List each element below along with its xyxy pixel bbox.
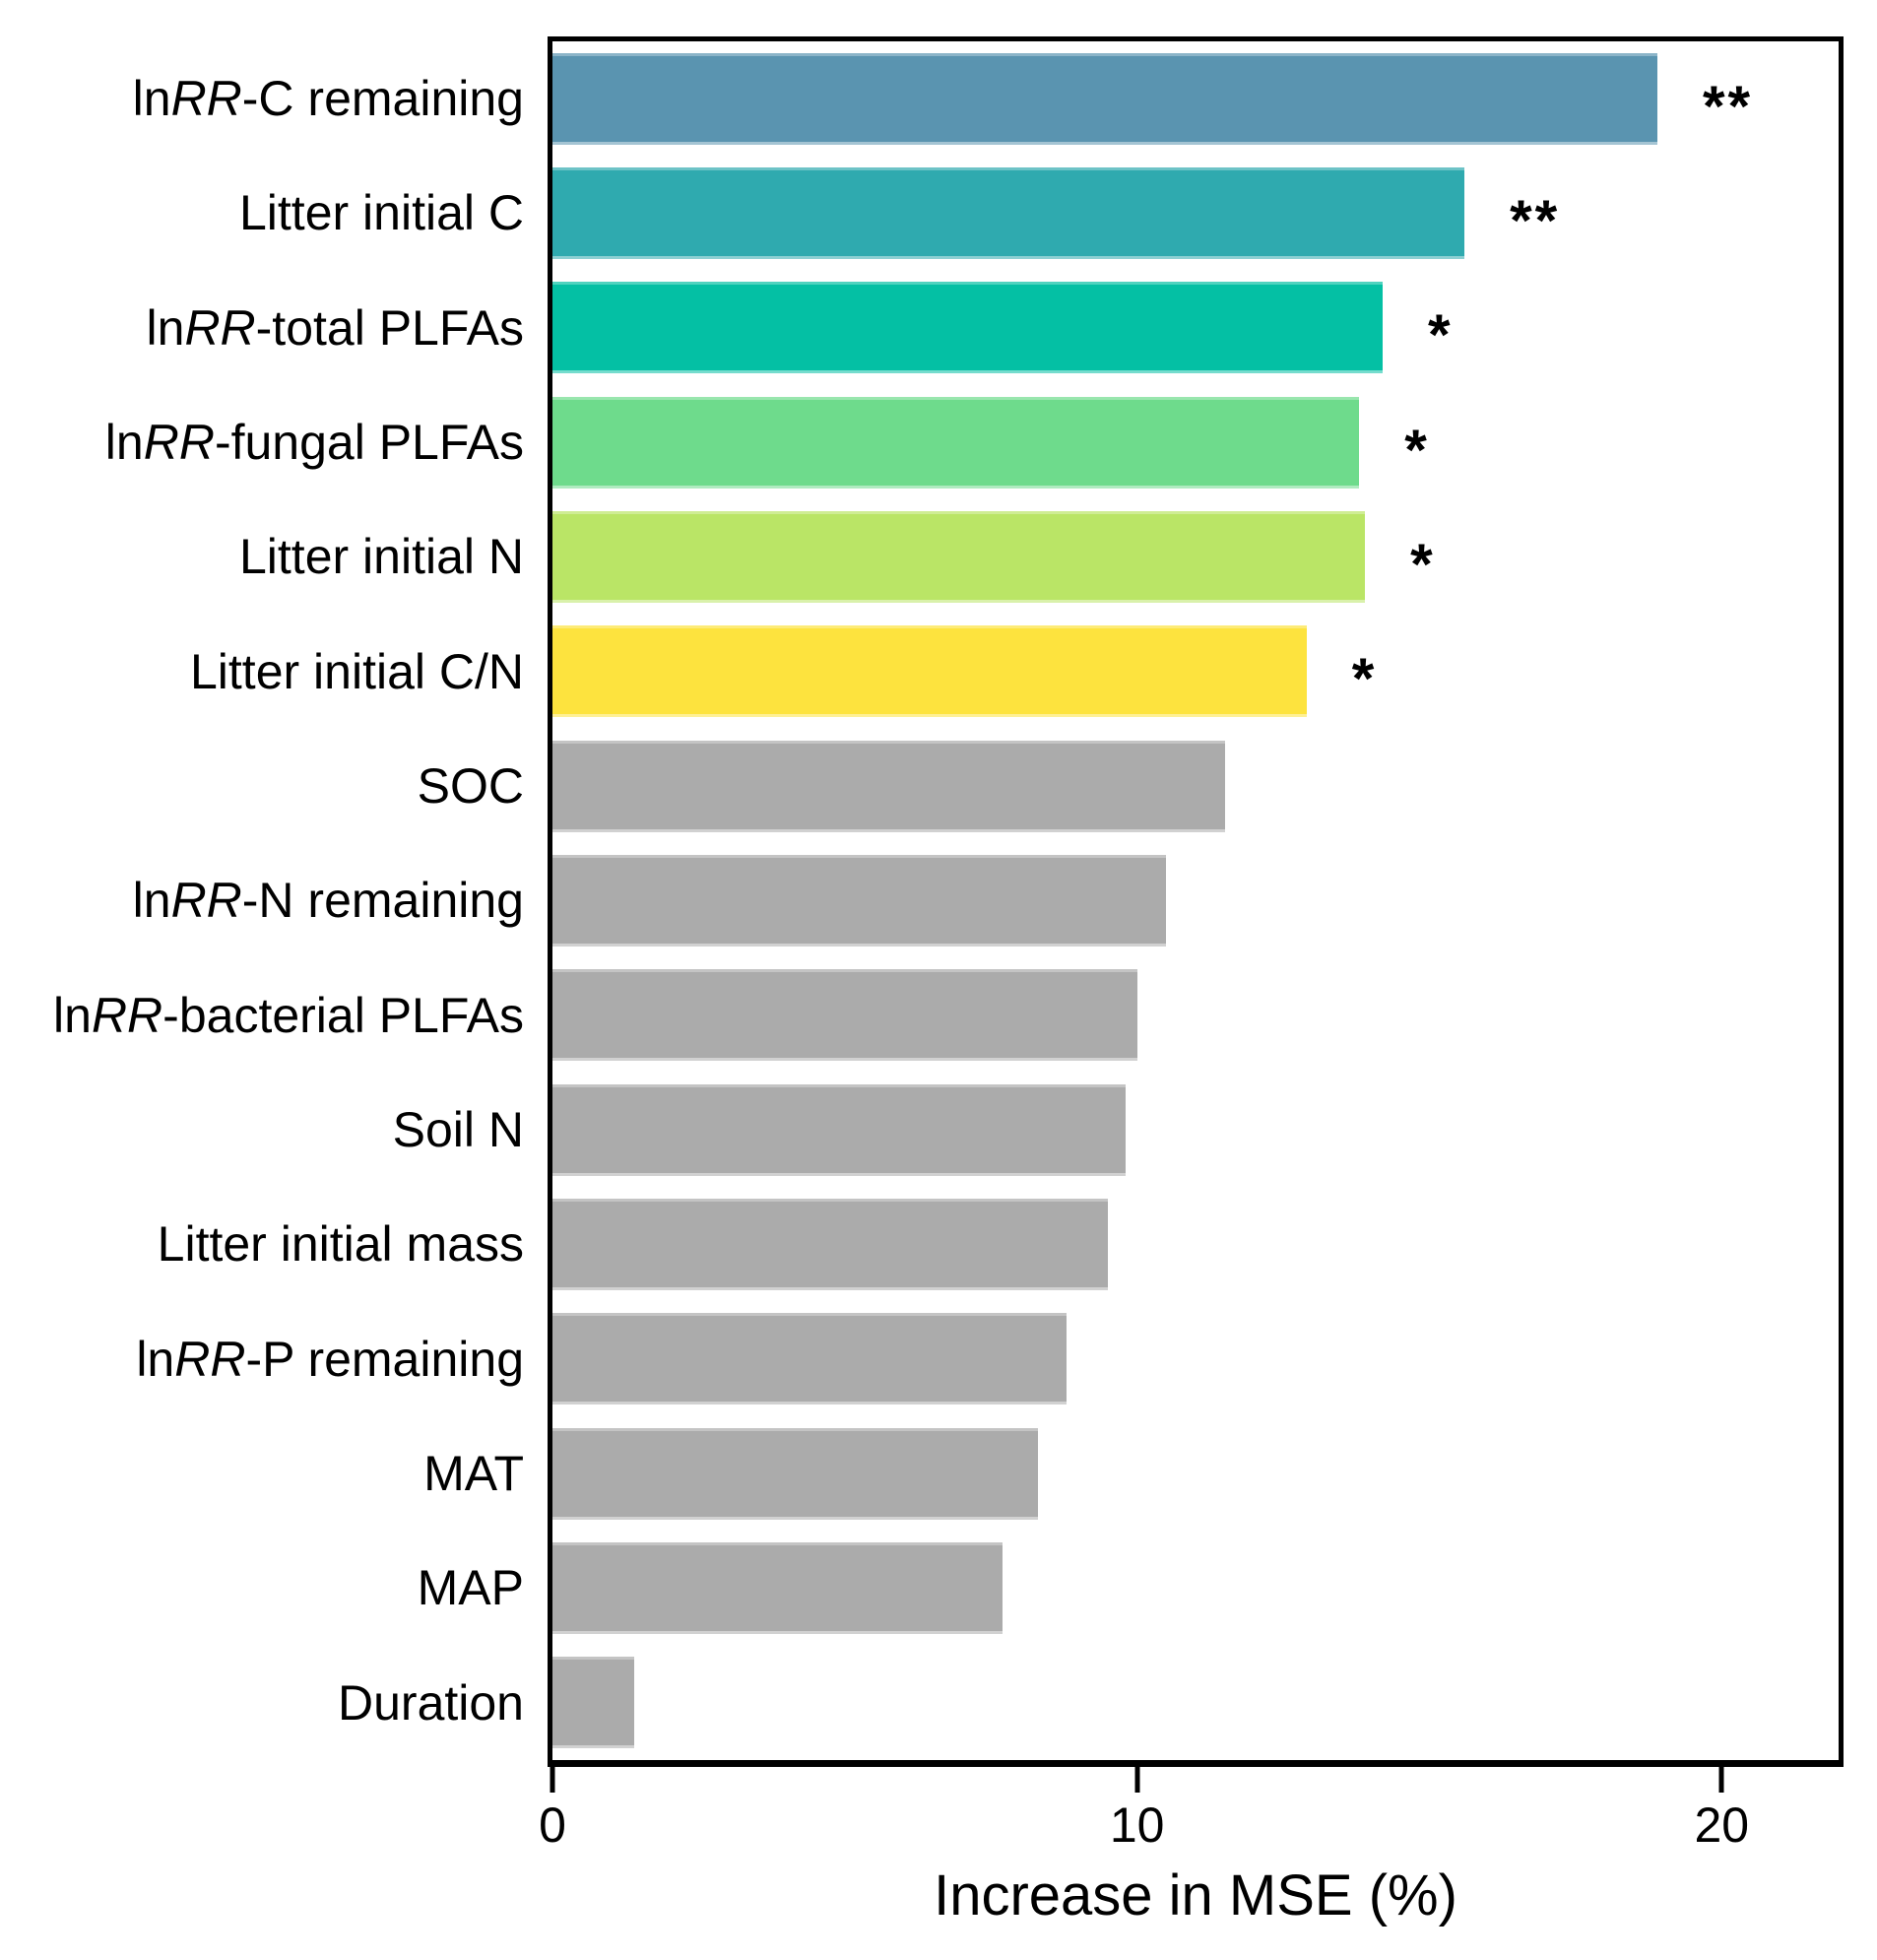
y-axis-label: ln RR -total PLFAs bbox=[146, 299, 524, 356]
bar-row: ** bbox=[552, 41, 1839, 156]
x-tick-label: 20 bbox=[1694, 1797, 1750, 1853]
x-tick-mark bbox=[550, 1767, 555, 1793]
bar bbox=[552, 396, 1360, 489]
bar-row bbox=[552, 1187, 1839, 1301]
significance-marker: ** bbox=[1510, 188, 1561, 253]
bar-row bbox=[552, 1416, 1839, 1531]
significance-marker: * bbox=[1351, 647, 1378, 712]
y-axis-label: MAT bbox=[423, 1446, 524, 1502]
significance-marker: * bbox=[1410, 532, 1436, 597]
y-axis-label: ln RR -fungal PLFAs bbox=[104, 415, 524, 471]
y-axis-label: ln RR -C remaining bbox=[132, 71, 524, 127]
y-axis-label: MAP bbox=[417, 1560, 524, 1616]
bar bbox=[552, 1198, 1108, 1290]
bar-row: * bbox=[552, 385, 1839, 499]
y-axis-labels: ln RR -C remaining Litter initial C ln RR -t… bbox=[0, 41, 524, 1760]
bar bbox=[552, 625, 1307, 718]
bar bbox=[552, 52, 1657, 145]
y-axis-label: Duration bbox=[338, 1674, 524, 1731]
bar bbox=[552, 969, 1137, 1062]
bar-row: ** bbox=[552, 156, 1839, 270]
x-axis-title: Increase in MSE (%) bbox=[934, 1863, 1457, 1927]
x-tick-mark bbox=[1718, 1767, 1724, 1793]
plot-panel: ** ** * * * * bbox=[548, 36, 1844, 1767]
bar-row bbox=[552, 958, 1839, 1073]
y-axis-label: Litter initial C bbox=[239, 185, 524, 241]
y-axis-label: ln RR -bacterial PLFAs bbox=[53, 987, 524, 1043]
significance-marker: * bbox=[1404, 418, 1430, 483]
y-axis-label: ln RR -P remaining bbox=[136, 1331, 524, 1387]
x-tick-label: 10 bbox=[1109, 1797, 1165, 1853]
bar-row: * bbox=[552, 271, 1839, 385]
significance-marker: * bbox=[1427, 303, 1454, 368]
significance-marker: ** bbox=[1702, 74, 1754, 139]
bar bbox=[552, 510, 1366, 603]
y-axis-label: Soil N bbox=[392, 1102, 524, 1158]
bar-row bbox=[552, 1073, 1839, 1187]
bar-row: * bbox=[552, 615, 1839, 729]
bar bbox=[552, 854, 1167, 947]
bar bbox=[552, 1427, 1038, 1520]
y-axis-label: SOC bbox=[417, 758, 524, 815]
x-axis: 0 10 20 bbox=[539, 1767, 1839, 1865]
bar bbox=[552, 166, 1465, 259]
y-axis-label: Litter initial C/N bbox=[190, 643, 524, 699]
y-axis-label: Litter initial mass bbox=[157, 1216, 524, 1273]
bar bbox=[552, 282, 1383, 374]
bar bbox=[552, 1541, 1003, 1634]
bar bbox=[552, 740, 1225, 832]
bar-row bbox=[552, 1531, 1839, 1645]
bar bbox=[552, 1083, 1126, 1176]
bar-row: * bbox=[552, 499, 1839, 614]
bar bbox=[552, 1313, 1068, 1405]
bar bbox=[552, 1657, 635, 1749]
x-tick-label: 0 bbox=[539, 1797, 566, 1853]
bar-row bbox=[552, 843, 1839, 957]
bar-rows: ** ** * * * * bbox=[552, 41, 1839, 1760]
bar-row bbox=[552, 1302, 1839, 1416]
y-axis-label: ln RR -N remaining bbox=[132, 873, 524, 929]
bar-row bbox=[552, 1646, 1839, 1760]
y-axis-label: Litter initial N bbox=[239, 529, 524, 585]
x-tick-mark bbox=[1134, 1767, 1140, 1793]
bar-row bbox=[552, 729, 1839, 843]
